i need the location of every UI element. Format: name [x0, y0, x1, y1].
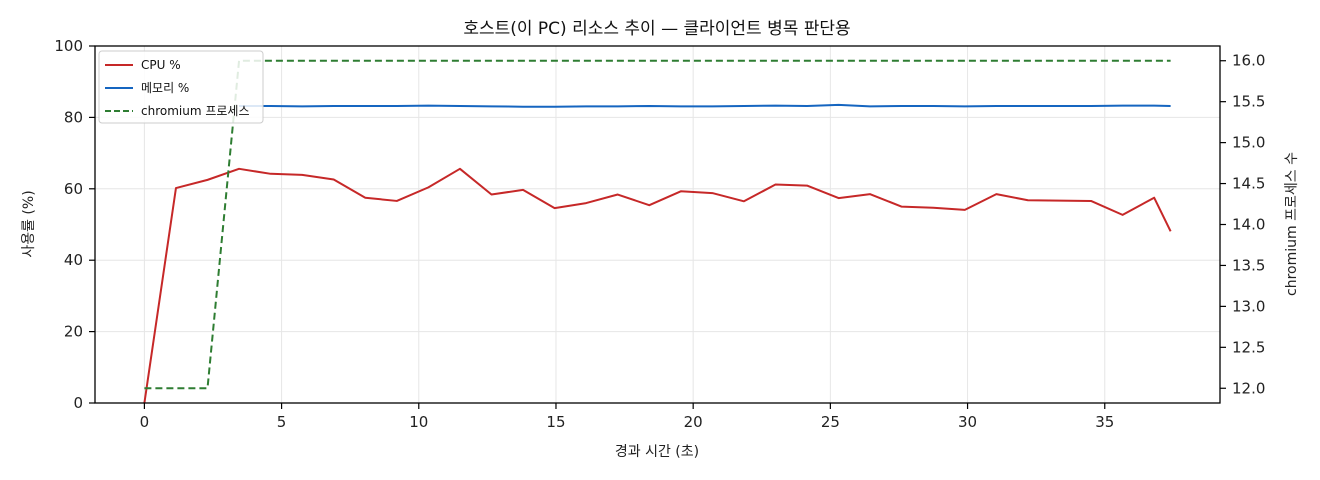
legend-label-cpu: CPU %	[141, 58, 181, 72]
x-tick-label: 5	[277, 413, 287, 431]
y2-tick-label: 12.5	[1232, 338, 1265, 356]
y-tick-label: 80	[64, 108, 83, 126]
plot-series	[143, 59, 1172, 404]
legend-label-memory: 메모리 %	[141, 81, 189, 95]
series-line-cpu	[143, 167, 1172, 404]
y2-tick-label: 16.0	[1232, 52, 1265, 70]
y2-tick-label: 15.0	[1232, 134, 1265, 152]
y2-tick-label: 12.0	[1232, 379, 1265, 397]
y-tick-label: 0	[73, 394, 83, 412]
y-tick-label: 100	[54, 37, 83, 55]
x-tick-label: 35	[1095, 413, 1114, 431]
legend-label-chromium: chromium 프로세스	[141, 104, 250, 118]
series-line-memory	[239, 103, 1171, 108]
x-axis: 0 5 10 15 20 25 30 35	[140, 403, 1114, 431]
x-tick-label: 20	[684, 413, 703, 431]
x-tick-label: 0	[140, 413, 150, 431]
y-tick-label: 40	[64, 251, 83, 269]
y-axis-right: 12.0 12.5 13.0 13.5 14.0 14.5 15.0 15.5 16.0	[1220, 52, 1265, 397]
y2-tick-label: 13.5	[1232, 256, 1265, 274]
y-tick-label: 60	[64, 180, 83, 198]
x-tick-label: 15	[546, 413, 565, 431]
y2-tick-label: 14.0	[1232, 216, 1265, 234]
y2-tick-label: 14.5	[1232, 175, 1265, 193]
y-axis-right-label: chromium 프로세스 수	[1284, 152, 1300, 296]
series-line-chromium	[144, 59, 1171, 390]
y-axis-left: 0 20 40 60 80 100	[54, 37, 95, 412]
y2-tick-label: 15.5	[1232, 93, 1265, 111]
x-tick-label: 10	[409, 413, 428, 431]
x-tick-label: 25	[821, 413, 840, 431]
legend-box	[98, 50, 264, 124]
legend: CPU % 메모리 % chromium 프로세스	[98, 50, 264, 124]
plot-frame	[94, 45, 1221, 404]
y2-tick-label: 13.0	[1232, 297, 1265, 315]
x-tick-label: 30	[958, 413, 977, 431]
y-axis-left-label: 사용률 (%)	[21, 190, 37, 257]
y-tick-label: 20	[64, 323, 83, 341]
chart-title: 호스트(이 PC) 리소스 추이 — 클라이언트 병목 판단용	[463, 19, 850, 39]
x-axis-label: 경과 시간 (초)	[615, 444, 699, 460]
grid-lines	[95, 45, 1220, 404]
